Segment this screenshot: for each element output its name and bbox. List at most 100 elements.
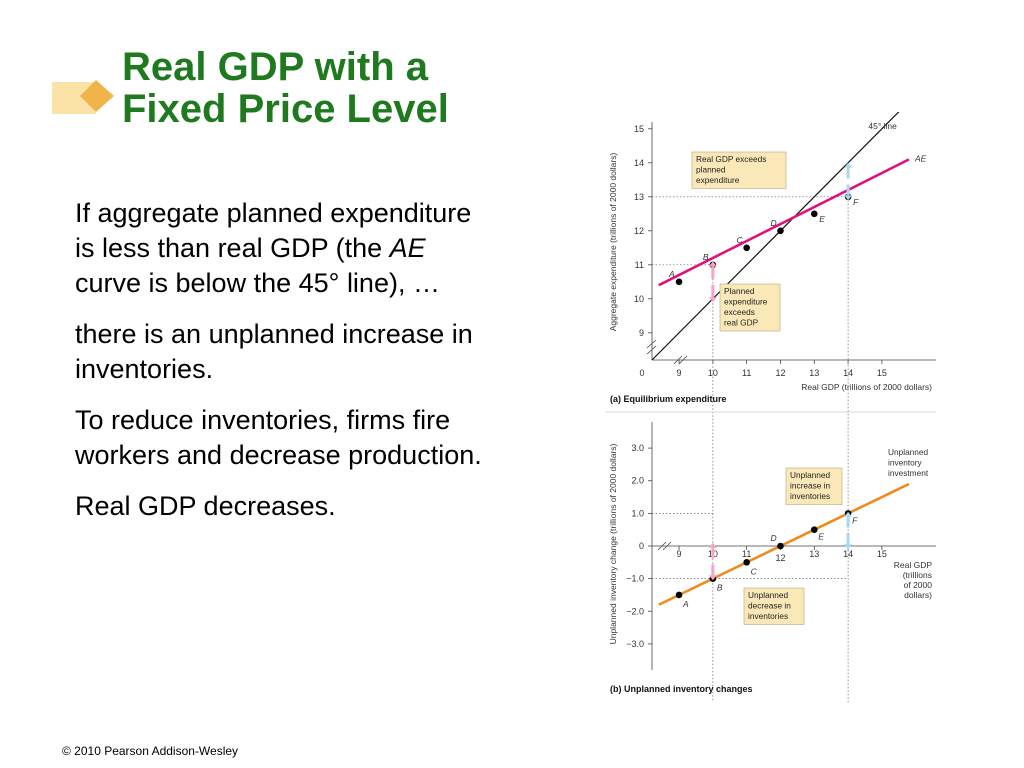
panel-b-arrow-f-shaft-bottom (846, 533, 850, 545)
panel-b-y-tick-label: 0 (639, 541, 644, 551)
callout-planned-exceeds-text-line-3: exceeds (724, 307, 755, 317)
panel-b-y-axis-label: Unplanned inventory change (trillions of… (608, 443, 618, 644)
panel-a-y-tick-label: 14 (634, 158, 644, 168)
callout-planned-exceeds-box (719, 283, 781, 332)
slide-body: If aggregate planned expenditure is less… (75, 196, 495, 540)
inventory-investment-line (658, 482, 910, 606)
panel-a-point-label-f: F (853, 197, 859, 207)
panel-a-arrow-f-shaft-bottom (846, 184, 850, 196)
panel-b-y-tick-label: −2.0 (626, 606, 644, 616)
panel-b-x-tick-label: 14 (843, 549, 853, 559)
ae-curve (658, 158, 910, 287)
panel-b-x-axis-label-line-2: (trillions (903, 570, 932, 580)
panel-a-point-label-b: B (703, 252, 709, 262)
callout-real-gdp-exceeds-box (691, 151, 787, 189)
panel-a-point-e (810, 210, 818, 218)
panel-b-point-c (743, 559, 750, 566)
panel-a-axis-break-x-2 (678, 355, 688, 365)
body-paragraph-1: If aggregate planned expenditure is less… (75, 196, 495, 301)
panel-b-arrow-b-shaft-top (711, 547, 715, 559)
panel-a-x-tick-label: 15 (877, 368, 887, 378)
decorative-diamond-icon (52, 80, 114, 114)
panel-a-y-tick-label: 12 (634, 226, 644, 236)
forty-five-degree-line-label: 45° line (868, 121, 897, 131)
panel-b-arrow-f-head-top (844, 511, 853, 517)
callout-real-gdp-exceeds-text-line-3: expenditure (696, 175, 740, 185)
body-paragraph-2: there is an unplanned increase in invent… (75, 319, 473, 384)
panel-b-y-tick-label: 3.0 (631, 443, 644, 453)
panel-b-y-tick-label: 1.0 (631, 508, 644, 518)
panel-a-axis-break-x (673, 355, 683, 365)
panel-a-y-tick-label: 15 (634, 124, 644, 134)
panel-a-x-tick-label: 9 (677, 368, 682, 378)
panel-b-axis-break-x-2 (662, 541, 672, 551)
panel-a: 9 10 11 12 13 14 15 0 9 10 11 12 13 14 15 Real GDP (tri… (606, 112, 936, 702)
callout-real-gdp-exceeds-text-line-2: planned (696, 165, 726, 175)
panel-a-y-tick-label: 13 (634, 192, 644, 202)
copyright-notice: © 2010 Pearson Addison-Wesley (62, 744, 239, 758)
inventory-investment-label-line-1: Unplanned (888, 447, 929, 457)
inventory-investment-label-line-3: investment (888, 468, 929, 478)
callout-unplanned-increase-box (785, 467, 843, 505)
body-paragraph-1-part-a: If aggregate planned expenditure is less… (75, 198, 472, 263)
panel-b-point-label-f: F (852, 515, 858, 525)
panel-a-x-tick-label: 11 (742, 368, 751, 378)
callout-planned-exceeds-text-line-1: Planned (724, 286, 755, 296)
panel-b-point-label-d: D (770, 533, 776, 543)
panel-a-arrow-b-head-top (708, 261, 717, 267)
panel-a-x-tick-label: 13 (809, 368, 819, 378)
panel-b-x-tick-label: 11 (742, 549, 751, 559)
panel-b-x-tick-label: 9 (677, 549, 682, 559)
panel-b-x-tick-label: 12 (775, 553, 785, 563)
panel-a-point-c (743, 244, 750, 252)
panel-a-arrow-b-head-bottom (708, 297, 717, 303)
panel-b-caption: (b) Unplanned inventory changes (610, 684, 753, 694)
panel-b-arrow-b-shaft-bottom (711, 564, 715, 576)
panel-a-point-label-e: E (819, 214, 825, 224)
callout-unplanned-decrease-text-line-2: decrease in (748, 601, 791, 611)
panel-a-y-tick-label: 10 (634, 294, 644, 304)
panel-a-arrow-b (708, 261, 717, 303)
panel-b-point-label-a: A (682, 599, 689, 609)
panel-a-arrow-f-head-bottom (844, 195, 853, 201)
forty-five-degree-line (651, 112, 900, 361)
callout-unplanned-increase-text-line-1: Unplanned (790, 470, 831, 480)
panel-b-axis-break-x (657, 541, 667, 551)
panel-a-arrow-b-shaft-bottom (711, 284, 715, 298)
body-paragraph-1-ae: AE (389, 233, 426, 263)
callout-unplanned-decrease-text-line-1: Unplanned (748, 590, 789, 600)
panel-b-x-axis-label-line-3: of 2000 (904, 580, 933, 590)
panel-a-axis-break-y-2 (646, 345, 657, 355)
panel-a-point-label-a: A (668, 269, 675, 279)
panel-b-point-label-b: B (717, 583, 723, 593)
body-paragraph-1-part-b: curve is below the 45° line), … (75, 268, 440, 298)
slide-title: Real GDP with a Fixed Price Level (122, 46, 449, 130)
panel-b-arrow-f (844, 511, 853, 550)
panel-a-x-tick-label: 10 (708, 368, 718, 378)
panel-b-x-tick-label: 13 (809, 549, 819, 559)
body-paragraph-4: Real GDP decreases. (75, 491, 336, 521)
panel-b-x-axis-label-line-4: dollars) (904, 590, 932, 600)
callout-unplanned-decrease-box (743, 587, 805, 625)
panel-b-x-axis-label-line-1: Real GDP (894, 560, 933, 570)
panel-a-y-axis-label: Aggregate expenditure (trillions of 2000… (608, 153, 618, 332)
panel-b-point-a (675, 591, 683, 599)
panel-a-y-tick-label: 11 (635, 260, 644, 270)
panel-a-y-tick-label: 9 (639, 328, 644, 338)
panel-a-arrow-f (844, 162, 853, 201)
panel-b-point-label-c: C (751, 566, 758, 576)
panel-a-x-tick-label: 0 (639, 368, 644, 378)
slide-title-line-1: Real GDP with a (122, 45, 429, 89)
panel-b-arrow-f-head-bottom (844, 544, 853, 550)
panel-a-caption: (a) Equilibrium expenditure (610, 394, 727, 404)
callout-unplanned-increase-text-line-3: inventories (790, 491, 830, 501)
panel-a-point-label-d: D (770, 218, 776, 228)
panel-a-arrow-f-head-top (844, 162, 853, 168)
panel-a-x-axis-label: Real GDP (trillions of 2000 dollars) (801, 382, 932, 392)
panel-b-y-tick-label: 2.0 (631, 476, 644, 486)
inventory-investment-label-line-2: inventory (888, 458, 923, 468)
